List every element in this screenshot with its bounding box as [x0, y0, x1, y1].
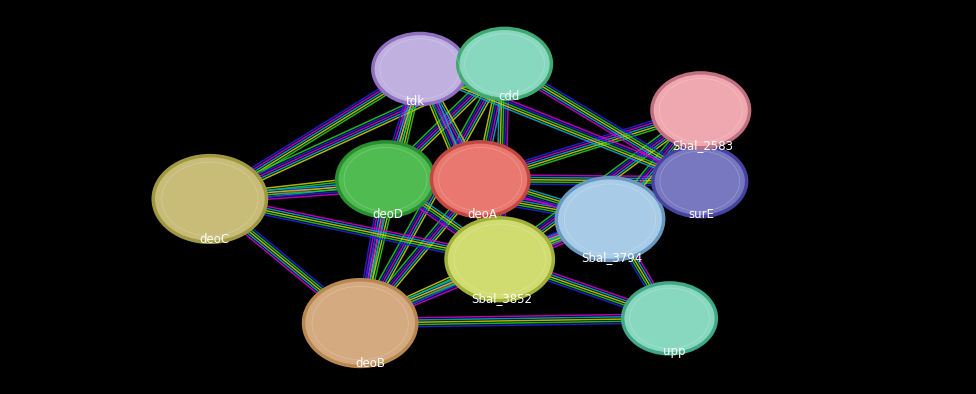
Ellipse shape [431, 142, 529, 217]
Ellipse shape [556, 178, 664, 260]
Text: Sbal_3852: Sbal_3852 [471, 292, 532, 305]
Ellipse shape [652, 73, 750, 148]
Ellipse shape [458, 28, 551, 99]
Ellipse shape [623, 283, 716, 354]
Text: deoB: deoB [355, 357, 385, 370]
Ellipse shape [446, 218, 553, 301]
Ellipse shape [304, 280, 417, 366]
Text: surE: surE [689, 208, 714, 221]
Text: deoD: deoD [372, 208, 403, 221]
Ellipse shape [373, 33, 467, 104]
Text: deoA: deoA [468, 208, 497, 221]
Text: tdk: tdk [405, 95, 425, 108]
Text: upp: upp [663, 345, 686, 358]
Text: Sbal_2583: Sbal_2583 [672, 139, 733, 152]
Text: cdd: cdd [499, 90, 520, 103]
Ellipse shape [653, 146, 747, 217]
Ellipse shape [337, 142, 434, 217]
Text: Sbal_3794: Sbal_3794 [582, 251, 642, 264]
Text: deoC: deoC [200, 233, 229, 246]
Ellipse shape [153, 156, 266, 242]
